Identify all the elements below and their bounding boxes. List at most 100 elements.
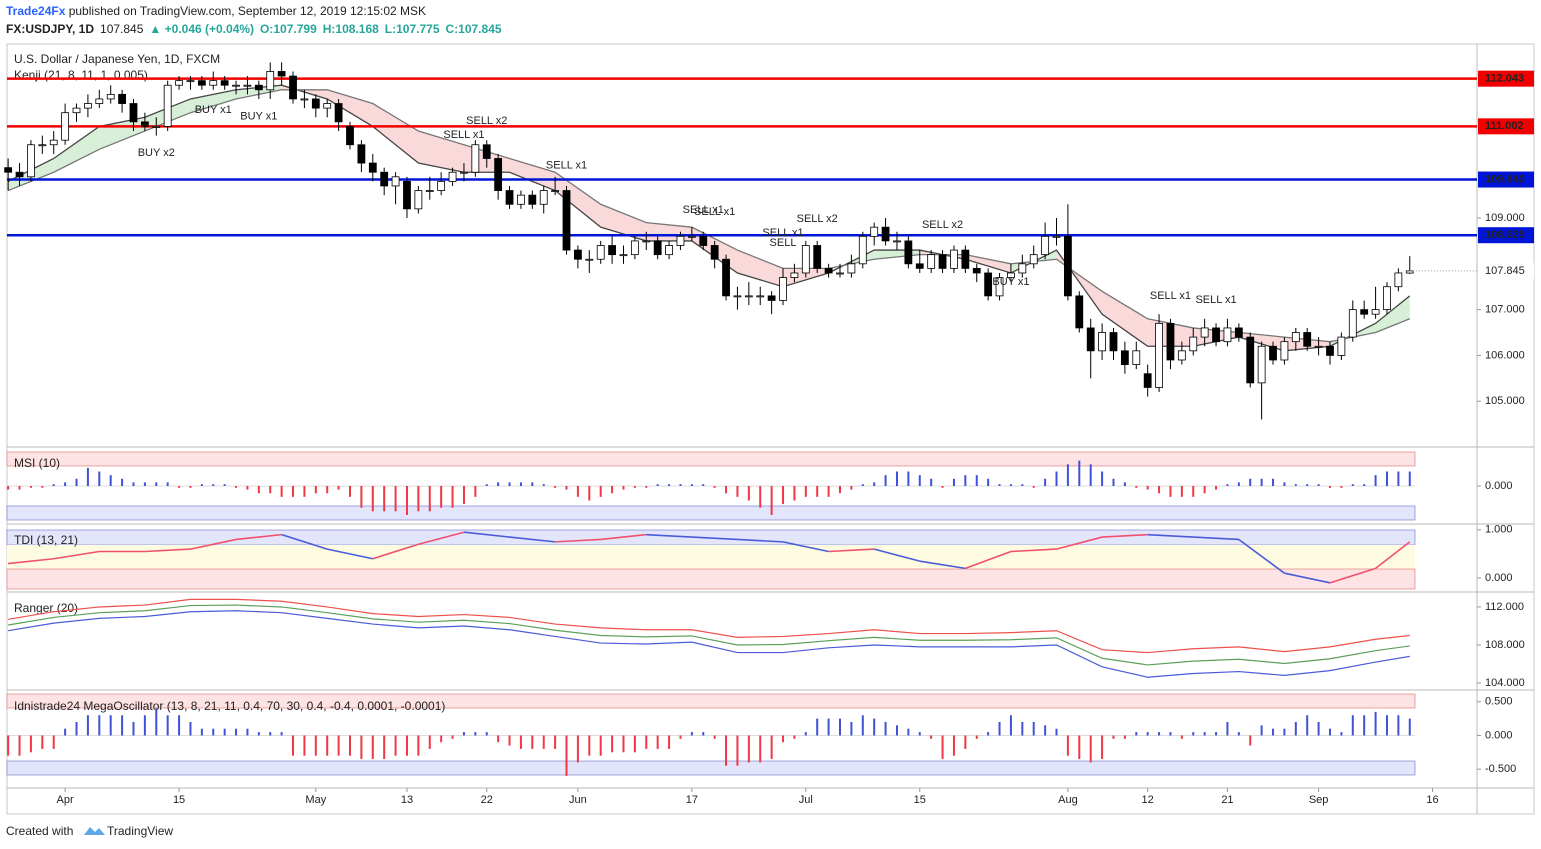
price: 107.845 [100, 22, 144, 36]
footer-brand[interactable]: TradingView [107, 824, 173, 838]
candle-body [1246, 336, 1255, 384]
histogram-bar [565, 486, 568, 490]
histogram-bar [645, 735, 648, 749]
candle-body [596, 245, 605, 260]
candle-body [414, 190, 423, 210]
histogram-bar [987, 732, 990, 736]
candle-body [699, 235, 708, 246]
candle-body [904, 240, 913, 265]
histogram-bar [1009, 484, 1012, 486]
histogram-bar [109, 475, 112, 486]
histogram-bar [599, 486, 602, 497]
y-tick-label: 1.000 [1485, 524, 1513, 536]
x-tick-label: 22 [481, 794, 493, 806]
msi-upper-band [6, 451, 1416, 467]
histogram-bar [1317, 721, 1320, 736]
histogram-bar [713, 486, 716, 488]
published: published on TradingView.com, September … [65, 4, 426, 18]
series-segment [873, 548, 920, 562]
histogram-bar [1329, 728, 1331, 736]
histogram-bar [371, 486, 374, 512]
histogram-bar [86, 467, 89, 486]
histogram-bar [725, 735, 728, 766]
candle-body [722, 258, 730, 297]
candle-body [118, 93, 126, 104]
series-segment [144, 548, 191, 553]
candle-body [403, 180, 411, 210]
signal-label: SELL x2 [797, 213, 838, 225]
histogram-bar [1146, 732, 1149, 736]
frame [6, 43, 1535, 815]
candle-body [585, 258, 594, 261]
y-tick-label: 0.500 [1485, 696, 1513, 708]
series-segment [8, 557, 54, 565]
series-segment [828, 548, 875, 553]
y-tick-label: 112.000 [1485, 601, 1524, 613]
histogram-bar [132, 482, 135, 486]
pane-title: U.S. Dollar / Japanese Yen, 1D, FXCM [14, 52, 220, 66]
histogram-bar [1351, 715, 1354, 736]
histogram-bar [679, 484, 682, 486]
histogram-bar [679, 735, 682, 739]
candle-body [186, 80, 195, 83]
candle-body [49, 139, 58, 146]
candle-body [1234, 327, 1243, 338]
series-segment [53, 550, 100, 560]
candle-body [790, 272, 799, 278]
histogram-bar [1066, 464, 1069, 486]
candle-body [1143, 373, 1152, 388]
histogram-bar [451, 486, 454, 508]
histogram-bar [782, 486, 785, 505]
histogram-bar [314, 486, 317, 494]
histogram-bar [371, 735, 374, 760]
candle-body [232, 84, 240, 87]
histogram-bar [508, 735, 511, 746]
histogram-bar [428, 486, 431, 512]
histogram-bar [1408, 471, 1411, 486]
histogram-bar [75, 721, 78, 736]
candle-body [858, 235, 867, 265]
histogram-bar [952, 478, 955, 486]
x-tick-label: 15 [914, 794, 926, 806]
signal-label: SELL x1 [694, 206, 735, 218]
histogram-bar [998, 721, 1001, 736]
histogram-bar [98, 471, 101, 486]
histogram-bar [280, 732, 283, 736]
series-segment [600, 533, 647, 541]
histogram-bar [1055, 728, 1058, 736]
histogram-bar [1158, 732, 1161, 736]
histogram-bar [474, 486, 477, 497]
histogram-bar [417, 486, 420, 512]
series-segment [737, 538, 784, 543]
candle-body [425, 190, 434, 192]
level-label: 112.043 [1485, 73, 1524, 85]
candle-body [494, 158, 503, 191]
histogram-bar [326, 486, 329, 494]
close: C:107.845 [446, 22, 502, 36]
histogram-bar [1385, 471, 1388, 486]
high: H:108.168 [323, 22, 379, 36]
candle-body [437, 180, 446, 191]
histogram-bar [1294, 484, 1297, 486]
histogram-bar [839, 718, 841, 736]
histogram-bar [1123, 735, 1126, 739]
kenji-cloud [737, 250, 784, 287]
candle-body [346, 126, 354, 146]
histogram-bar [1032, 486, 1035, 488]
series-segment [1238, 538, 1285, 574]
histogram-bar [1374, 475, 1377, 486]
candle-body [642, 240, 651, 243]
series-segment [509, 536, 556, 543]
x-tick-label: 16 [1426, 794, 1438, 806]
histogram-bar [747, 735, 750, 763]
histogram-bar [1192, 486, 1195, 497]
histogram-bar [884, 475, 887, 486]
x-tick-label: 21 [1221, 794, 1233, 806]
histogram-bar [303, 486, 306, 497]
histogram-bar [1180, 486, 1183, 497]
histogram-bar [1078, 460, 1081, 486]
histogram-bar [656, 735, 659, 749]
histogram-bar [964, 735, 967, 749]
histogram-bar [178, 715, 181, 736]
signal-label: SELL x1 [1195, 294, 1236, 306]
